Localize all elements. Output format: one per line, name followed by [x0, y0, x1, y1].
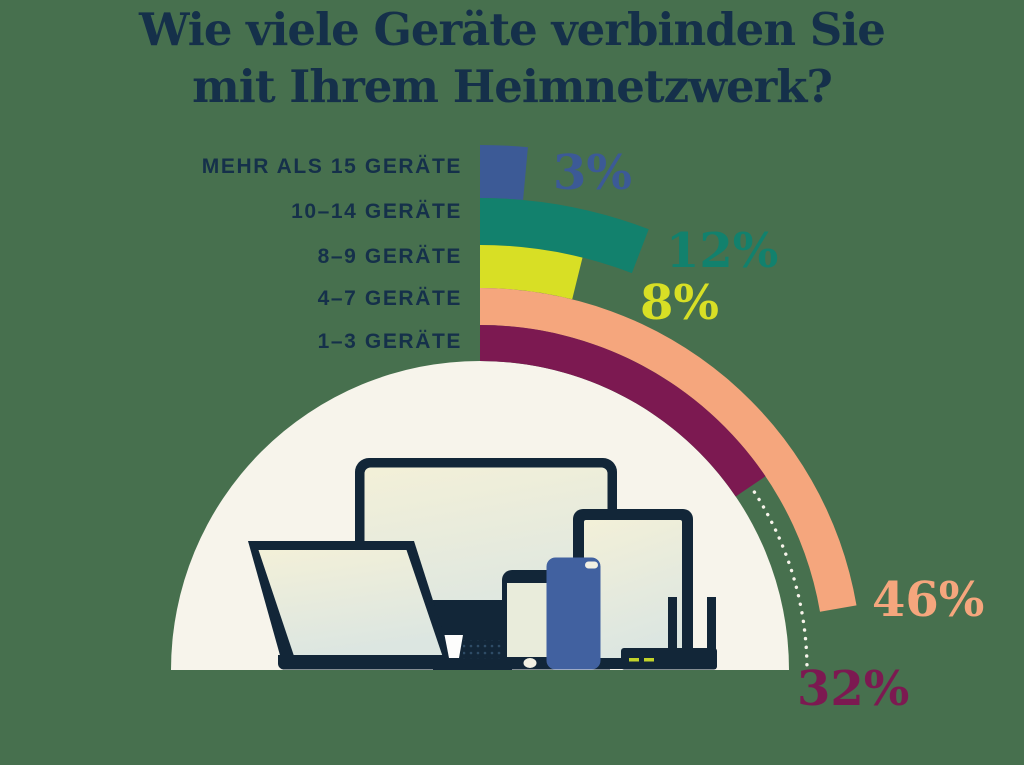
radial-rings — [480, 145, 857, 612]
value-label-12pct: 12% — [666, 223, 779, 279]
laptop-screen — [258, 550, 443, 658]
ground-shadow — [283, 659, 610, 670]
value-label-46pct: 46% — [872, 572, 985, 628]
dotted-leader-line — [752, 490, 809, 672]
coffee-cup — [444, 635, 463, 658]
category-label-1-3: 1–3 GERÄTE — [317, 330, 462, 353]
router-led-1 — [629, 658, 639, 662]
router-led-2 — [644, 658, 654, 662]
value-label-32pct: 32% — [797, 661, 910, 717]
smartphone-home-button — [523, 658, 537, 668]
router-antenna-right — [707, 597, 716, 652]
ring-segment-4 — [480, 325, 766, 497]
chart-title-line-1: Wie viele Geräte verbinden Sie — [139, 3, 886, 56]
value-label-3pct: 3% — [553, 145, 633, 201]
ring-segment-0 — [480, 145, 528, 200]
ring-segment-3 — [480, 288, 857, 612]
category-label-8-9: 8–9 GERÄTE — [317, 245, 462, 268]
chart-title-line-2: mit Ihrem Heimnetzwerk? — [192, 60, 833, 113]
camera-cutout — [585, 561, 598, 569]
smartphone-screen — [507, 583, 552, 657]
ring-segment-1 — [480, 198, 649, 274]
smartphone-blue — [546, 557, 601, 670]
category-label-4-7: 4–7 GERÄTE — [317, 287, 462, 310]
router-body — [621, 648, 717, 670]
router-antenna-left — [668, 597, 677, 652]
chart-title: Wie viele Geräte verbinden Sie mit Ihrem… — [0, 1, 1024, 115]
tablet-screen — [584, 520, 682, 658]
value-label-8pct: 8% — [640, 275, 720, 331]
category-label-10-14: 10–14 GERÄTE — [291, 200, 462, 223]
ring-segment-2 — [480, 245, 583, 300]
category-label-more-than-15: MEHR ALS 15 GERÄTE — [201, 155, 462, 178]
devices-illustration — [248, 458, 717, 670]
